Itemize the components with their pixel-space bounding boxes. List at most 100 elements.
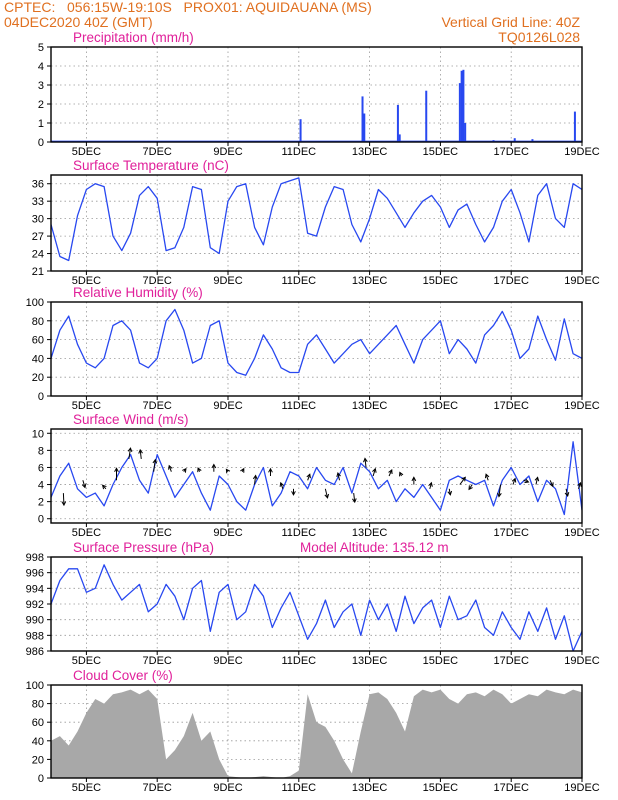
x-tick-label: 5DEC — [72, 655, 101, 667]
x-tick-label: 5DEC — [72, 782, 101, 794]
wind-arrow — [324, 488, 328, 498]
wind-arrow — [337, 472, 340, 481]
x-tick-label: 15DEC — [423, 146, 459, 158]
y-tick-label: 4 — [38, 61, 44, 73]
precip-bar — [460, 70, 463, 142]
wind-arrow — [82, 480, 86, 488]
wind-arrow-head — [279, 481, 285, 487]
y-tick-label: 24 — [32, 249, 44, 261]
y-tick-label: 40 — [32, 353, 44, 365]
x-tick-label: 11DEC — [281, 782, 316, 794]
temp-series-line — [51, 177, 582, 262]
wind-arrow-head — [461, 476, 466, 482]
wind-arrow-head — [484, 473, 490, 479]
x-tick-label: 9DEC — [213, 275, 242, 287]
precip-bar — [425, 90, 428, 142]
y-tick-label: 40 — [32, 736, 44, 748]
wind-arrow — [549, 480, 554, 487]
y-tick-label: 27 — [32, 231, 44, 243]
x-tick-label: 9DEC — [213, 400, 242, 412]
header-station: CPTEC: 056:15W-19:10S PROX01: AQUIDAUANA… — [4, 0, 372, 15]
y-tick-label: 60 — [32, 335, 44, 347]
x-tick-label: 19DEC — [564, 275, 600, 287]
y-tick-label: 1 — [38, 118, 44, 130]
pres-series-line — [51, 564, 582, 651]
x-tick-label: 17DEC — [493, 655, 529, 667]
y-tick-label: 80 — [32, 316, 44, 328]
x-tick-label: 17DEC — [493, 146, 529, 158]
y-tick-label: 36 — [32, 179, 44, 191]
x-tick-label: 17DEC — [493, 527, 529, 539]
x-tick-label: 15DEC — [423, 400, 459, 412]
y-tick-label: 994 — [26, 583, 44, 595]
wind-arrow — [364, 458, 367, 468]
y-tick-label: 0 — [38, 773, 44, 785]
x-tick-label: 19DEC — [564, 782, 600, 794]
wind-arrow-head — [564, 492, 570, 498]
x-tick-label: 5DEC — [72, 400, 101, 412]
precip-bar — [396, 104, 399, 142]
header-grid-note: Vertical Grid Line: 40Z — [441, 14, 580, 30]
x-tick-label: 5DEC — [72, 146, 101, 158]
wind-arrow-head — [240, 467, 245, 473]
wind-arrow-head — [268, 467, 273, 473]
x-tick-label: 13DEC — [352, 275, 388, 287]
panel-frame — [50, 46, 583, 143]
y-tick-label: 20 — [32, 372, 44, 384]
panel-frame — [50, 684, 583, 779]
panel-frame — [50, 428, 583, 524]
wind-arrow — [512, 478, 516, 485]
y-tick-label: 6 — [38, 462, 44, 474]
wind-arrow — [485, 474, 489, 481]
wind-arrow — [498, 484, 502, 497]
wind-arrow-head — [138, 448, 143, 454]
wind-arrow — [459, 477, 466, 485]
x-tick-label: 17DEC — [493, 275, 529, 287]
x-tick-label: 15DEC — [423, 655, 459, 667]
panel-frame — [50, 174, 583, 272]
precip-bar — [361, 96, 364, 142]
panel-temp: 21 24 27 30 33 36 5DEC 7DEC 9DEC 11DEC 13DEC 15DEC 1… — [32, 158, 600, 287]
precip-bar — [464, 123, 467, 142]
precip-bar — [398, 134, 401, 142]
wind-arrow-head — [252, 474, 258, 480]
x-tick-label: 7DEC — [143, 527, 172, 539]
y-tick-label: 5 — [38, 42, 44, 54]
wind-arrow-head — [225, 468, 231, 474]
x-tick-label: 15DEC — [423, 275, 459, 287]
wind-arrow — [307, 474, 311, 481]
header-model-id: TQ0126L028 — [498, 29, 580, 45]
header-run-time: 04DEC2020 40Z (GMT) — [4, 14, 153, 30]
y-tick-label: 988 — [26, 630, 44, 642]
y-tick-label: 0 — [38, 137, 44, 149]
cloud-cover-area — [51, 689, 582, 778]
precip-bar — [513, 138, 516, 142]
y-tick-label: 992 — [26, 599, 44, 611]
wind-arrow-head — [399, 471, 404, 477]
x-tick-label: 7DEC — [143, 400, 172, 412]
x-tick-label: 5DEC — [72, 527, 101, 539]
wind-arrow-head — [447, 490, 453, 496]
panel-title-precip: Precipitation (mm/h) — [73, 30, 194, 45]
wind-series-line — [51, 441, 582, 516]
wind-arrow — [353, 493, 356, 503]
wind-arrow-head — [182, 467, 187, 473]
y-tick-label: 0 — [38, 391, 44, 403]
wind-arrow — [388, 469, 393, 477]
x-tick-label: 11DEC — [281, 275, 316, 287]
wind-arrow — [280, 482, 284, 489]
wind-arrow-head — [352, 498, 357, 504]
x-tick-label: 19DEC — [564, 146, 600, 158]
x-tick-label: 15DEC — [423, 782, 459, 794]
model-altitude-label: Model Altitude: 135.12 m — [300, 540, 449, 555]
wind-arrow-head — [549, 482, 554, 488]
x-tick-label: 17DEC — [493, 782, 529, 794]
wind-arrow-head — [511, 477, 517, 483]
y-tick-label: 100 — [26, 680, 44, 692]
y-tick-label: 4 — [38, 480, 44, 492]
y-tick-label: 21 — [32, 266, 44, 278]
x-tick-label: 19DEC — [564, 527, 600, 539]
panel-title-rh: Relative Humidity (%) — [73, 285, 203, 300]
wind-arrow-head — [411, 476, 417, 482]
x-tick-label: 7DEC — [143, 655, 172, 667]
